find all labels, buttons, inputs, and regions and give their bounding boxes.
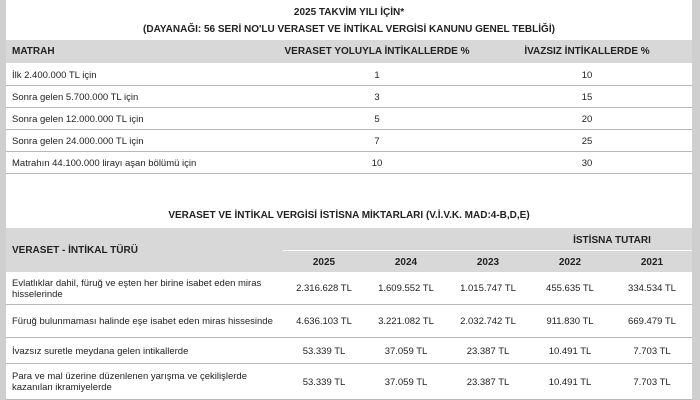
cell: Sonra gelen 12.000.000 TL için [12, 113, 144, 125]
cell: 53.339 TL [302, 345, 346, 357]
row-line [6, 337, 692, 338]
year-header: 2025 [312, 256, 336, 268]
cell: 7.703 TL [633, 376, 671, 388]
cell: 25 [581, 135, 593, 147]
cell: 669.479 TL [628, 316, 676, 327]
column-header: MATRAH [12, 46, 55, 57]
cell: 15 [581, 91, 593, 103]
cell: 3.221.082 TL [378, 316, 434, 327]
cell: 4.636.103 TL [296, 316, 352, 327]
year-header: 2022 [558, 256, 582, 268]
cell: 37.059 TL [384, 345, 428, 357]
cell: 7.703 TL [633, 345, 671, 357]
cell: 1.015.747 TL [460, 283, 516, 294]
cell: 2.316.628 TL [296, 283, 352, 294]
cell: 10 [371, 157, 383, 169]
year-header: 2024 [394, 256, 418, 268]
row-line [6, 129, 692, 130]
column-header: VERASET - İNTİKAL TÜRÜ [12, 244, 138, 256]
row-line [6, 85, 692, 86]
cell: 10 [581, 69, 593, 81]
table-title: VERASET VE İNTİKAL VERGİSİ İSTİSNA MİKTA… [168, 209, 530, 221]
group-header: İSTİSNA TUTARI [573, 234, 651, 246]
cell: 23.387 TL [466, 345, 510, 357]
cell: 455.635 TL [546, 283, 594, 294]
column-header: VERASET YOLUYLA İNTİKALLERDE % [284, 46, 470, 57]
table-subtitle: (DAYANAĞI: 56 SERİ NO'LU VERASET VE İNTİ… [143, 23, 555, 35]
cell: 23.387 TL [466, 376, 510, 388]
column-header: İVAZSIZ İNTİKALLERDE % [524, 46, 650, 57]
year-header: 2023 [476, 256, 500, 268]
row-label: Para ve mal üzerine düzenlenen yarışma v… [12, 371, 247, 393]
table-title: 2025 TAKVİM YILI İÇİN* [293, 6, 405, 18]
header-line [283, 250, 692, 251]
cell: 3 [374, 91, 380, 103]
row-label: İvazsız suretle meydana gelen intikaller… [12, 345, 189, 357]
cell: 1.609.552 TL [378, 283, 434, 294]
row-line [6, 107, 692, 108]
header-bg [6, 40, 692, 63]
cell: Matrahın 44.100.000 lirayı aşan bölümü i… [12, 157, 197, 169]
row-line [6, 363, 692, 364]
cell: İlk 2.400.000 TL için [12, 69, 97, 81]
cell: 1 [374, 69, 380, 81]
cell: 37.059 TL [384, 376, 428, 388]
cell: Sonra gelen 5.700.000 TL için [12, 91, 139, 103]
cell: 30 [581, 157, 593, 169]
cell: 53.339 TL [302, 376, 346, 388]
row-line [6, 173, 692, 174]
cell: 7 [374, 135, 380, 147]
cell: 20 [581, 113, 593, 125]
row-line [6, 304, 692, 305]
cell: 911.830 TL [546, 316, 594, 327]
row-label: Füruğ bulunmaması halinde eşe isabet ede… [12, 316, 273, 327]
cell: 334.534 TL [628, 283, 676, 294]
cell: 5 [374, 113, 380, 125]
row-label: Evlatlıklar dahil, füruğ ve eşten her bi… [12, 277, 262, 300]
cell: 2.032.742 TL [460, 316, 516, 327]
year-header: 2021 [640, 256, 664, 268]
cell: 10.491 TL [548, 345, 592, 357]
sheet: 2025 TAKVİM YILI İÇİN* (DAYANAĞI: 56 SERİ… [6, 0, 692, 400]
row-line [6, 151, 692, 152]
cell: 10.491 TL [548, 376, 592, 388]
cell: Sonra gelen 24.000.000 TL için [12, 135, 144, 147]
